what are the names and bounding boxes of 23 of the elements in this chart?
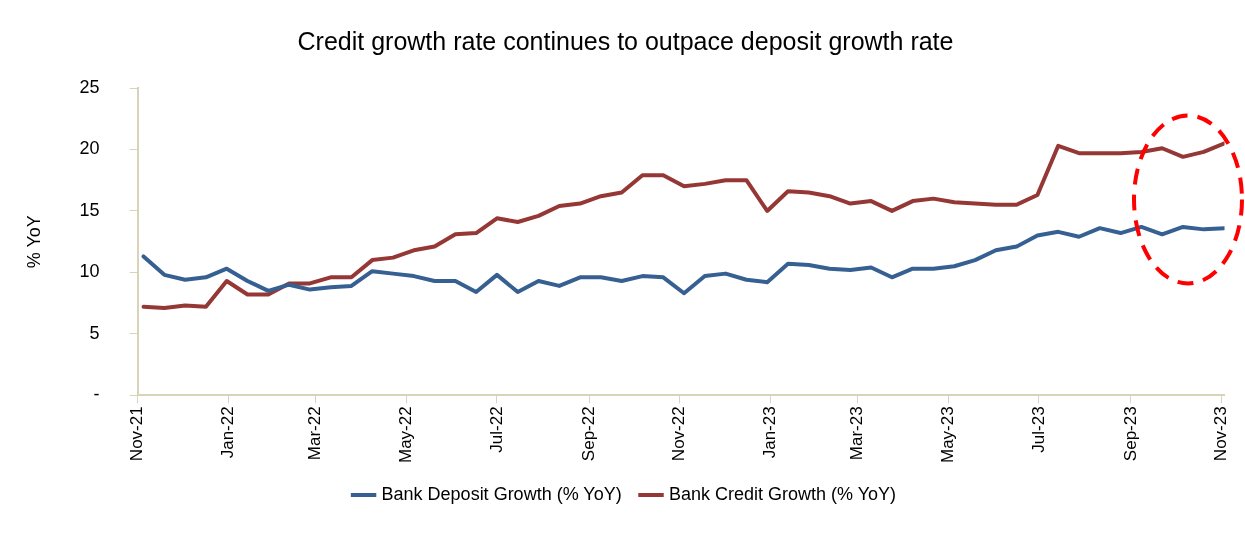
x-tick-label: Mar-22 [305,406,325,461]
x-tick-label: May-22 [396,406,416,463]
legend-label: Bank Credit Growth (% YoY) [669,483,897,504]
x-tick-label: Jan-23 [759,406,779,459]
x-tick-label: Sep-23 [1120,406,1140,462]
x-tick-label: May-23 [938,406,958,463]
x-tick-label: Mar-23 [847,406,867,461]
chart-title: Credit growth rate continues to outpace deposit growth rate [297,26,954,55]
legend-label: Bank Deposit Growth (% YoY) [381,483,622,504]
x-tick-label: Jul-23 [1028,406,1048,453]
x-tick-label: Nov-21 [127,406,147,462]
y-tick-label: 10 [79,261,100,282]
x-tick-label: Nov-22 [669,406,689,462]
y-tick-label: 5 [89,322,100,343]
y-tick-label: 20 [79,138,100,159]
x-tick-label: Jul-22 [486,406,506,453]
y-tick-label: 15 [79,199,100,220]
x-tick-label: Nov-23 [1211,406,1231,462]
y-tick-label: 25 [79,76,100,97]
y-axis-title: % YoY [23,215,44,269]
y-tick-label: - [93,384,100,405]
x-tick-label: Jan-22 [217,406,237,459]
x-tick-label: Sep-22 [578,406,598,462]
